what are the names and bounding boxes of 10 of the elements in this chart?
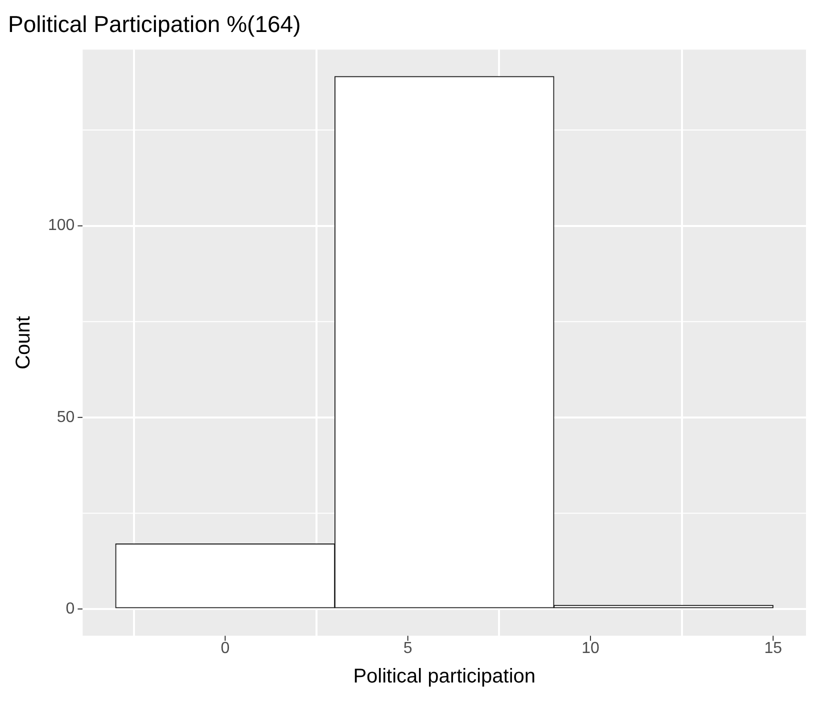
y-tick-label: 0	[66, 600, 75, 618]
y-axis-title: Count	[12, 316, 35, 370]
x-tick-label: 5	[403, 640, 412, 657]
x-tick-label: 15	[764, 640, 782, 657]
chart-title: Political Participation %(164)	[8, 11, 301, 38]
y-tick-label: 50	[56, 408, 75, 426]
x-axis-title: Political participation	[353, 666, 536, 688]
y-tick-label: 100	[48, 217, 75, 234]
x-tick-label: 10	[582, 640, 600, 657]
x-tick-label: 0	[220, 640, 230, 657]
